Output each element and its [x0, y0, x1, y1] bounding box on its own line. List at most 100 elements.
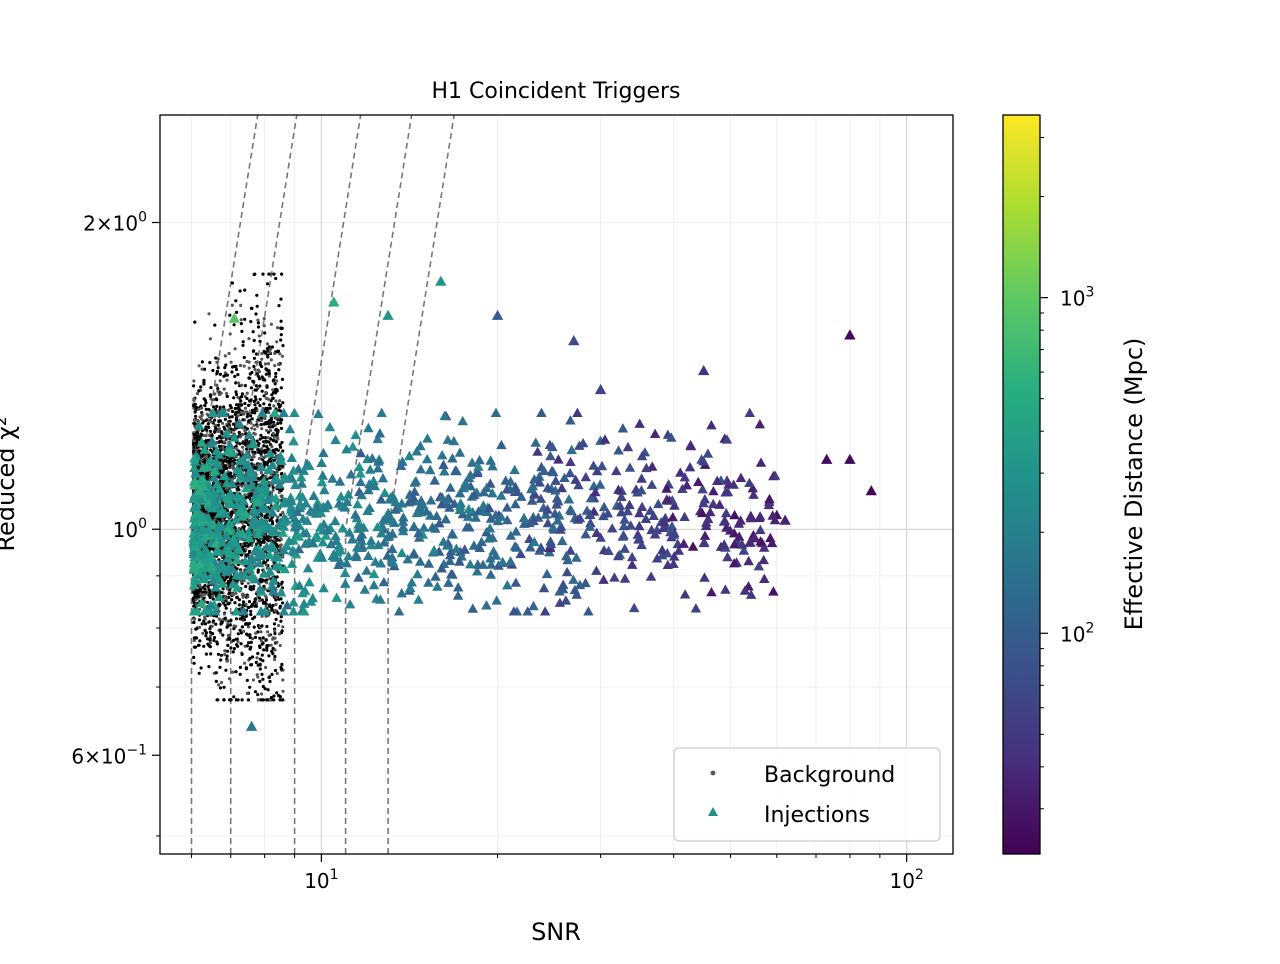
background-point [239, 304, 242, 307]
background-point [252, 424, 255, 427]
background-point [275, 691, 278, 694]
background-point [253, 428, 256, 431]
background-point [279, 620, 282, 623]
background-point [256, 425, 259, 428]
background-point [215, 397, 218, 400]
injection-point [325, 422, 336, 431]
background-point [263, 324, 266, 327]
background-point [249, 372, 252, 375]
background-point [218, 445, 221, 448]
background-point [243, 356, 246, 359]
injection-point [474, 455, 485, 464]
background-point [276, 433, 279, 436]
background-point [258, 540, 261, 543]
background-point [205, 408, 208, 411]
background-point [246, 623, 249, 626]
background-point [216, 698, 219, 701]
background-point [259, 423, 262, 426]
injection-point [634, 419, 645, 428]
injection-point [430, 475, 441, 484]
injection-point [468, 603, 478, 612]
background-point [276, 422, 279, 425]
background-point [229, 404, 232, 407]
background-point [252, 330, 255, 333]
background-point [252, 349, 255, 352]
background-point [255, 656, 258, 659]
background-point [239, 629, 242, 632]
background-point [279, 338, 282, 341]
background-point [203, 434, 206, 437]
background-point [225, 659, 228, 662]
background-point [215, 640, 218, 643]
background-point [281, 629, 284, 632]
injection-point [708, 486, 718, 495]
background-point [280, 472, 283, 475]
background-point [241, 698, 244, 701]
background-point [247, 376, 250, 379]
background-point [206, 637, 209, 640]
injection-point [531, 438, 542, 447]
background-point [261, 678, 264, 681]
background-point [242, 600, 245, 603]
background-point [223, 649, 226, 652]
background-point [200, 666, 203, 669]
background-point [257, 375, 260, 378]
background-point [247, 698, 250, 701]
injection-point [532, 447, 543, 456]
background-point [264, 407, 267, 410]
background-point [192, 384, 195, 387]
background-point [193, 321, 196, 324]
background-point [214, 427, 217, 430]
background-point [265, 638, 268, 641]
background-point [273, 632, 276, 635]
background-point [247, 606, 250, 609]
background-point [244, 384, 247, 387]
background-point [256, 420, 259, 423]
background-point [253, 368, 256, 371]
background-point [254, 632, 257, 635]
background-point [280, 273, 283, 276]
background-point [266, 630, 269, 633]
background-point [265, 429, 268, 432]
background-point [242, 340, 245, 343]
background-point [265, 563, 268, 566]
background-point [253, 273, 256, 276]
background-point [229, 619, 232, 622]
background-point [263, 460, 266, 463]
background-point [275, 379, 278, 382]
injection-point [397, 548, 407, 557]
injection-point [380, 488, 391, 497]
background-point [241, 418, 244, 421]
background-point [267, 411, 270, 414]
background-point [246, 692, 249, 695]
background-point [249, 320, 252, 323]
background-point [257, 568, 260, 571]
background-point [248, 367, 251, 370]
background-point [235, 311, 238, 314]
background-point [201, 368, 204, 371]
background-point [240, 404, 243, 407]
background-point [261, 456, 264, 459]
background-point [202, 379, 205, 382]
background-point [197, 644, 200, 647]
background-point [255, 661, 258, 664]
background-point [210, 397, 213, 400]
background-point [261, 540, 264, 543]
background-point [279, 644, 282, 647]
background-point [253, 616, 256, 619]
injection-point [756, 457, 766, 466]
background-point [268, 519, 271, 522]
background-point [280, 320, 283, 323]
background-point [271, 604, 274, 607]
background-point [214, 356, 217, 359]
background-point [204, 425, 207, 428]
background-point [236, 638, 239, 641]
background-point [203, 588, 206, 591]
background-point [274, 669, 277, 672]
background-point [198, 618, 201, 621]
background-point [257, 321, 260, 324]
background-point [194, 415, 197, 418]
background-point [240, 395, 243, 398]
background-point [230, 598, 233, 601]
